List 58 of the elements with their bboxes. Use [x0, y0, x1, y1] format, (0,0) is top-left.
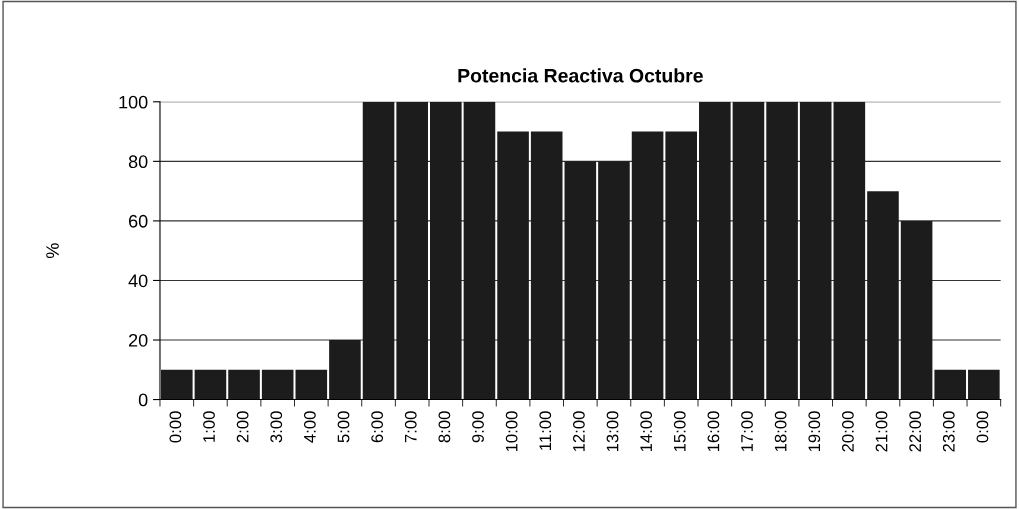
- bar: [362, 101, 395, 400]
- y-tick-label: 0: [138, 393, 148, 407]
- y-tick-label: 20: [129, 333, 148, 347]
- bar: [463, 101, 496, 400]
- chart-title: Potencia Reactiva Octubre: [458, 68, 703, 83]
- bar: [631, 131, 664, 400]
- bar: [665, 131, 698, 400]
- bar: [497, 131, 529, 400]
- x-tick-label: 2:00: [236, 411, 249, 443]
- bar: [766, 101, 798, 400]
- x-tick-label: 7:00: [404, 411, 417, 443]
- x-tick-label: 6:00: [371, 411, 384, 443]
- y-tick-label: 60: [129, 214, 148, 228]
- bar: [934, 369, 967, 400]
- bar: [564, 161, 597, 400]
- bar: [799, 101, 832, 400]
- x-tick-label: 11:00: [539, 411, 552, 450]
- x-tick-label: 8:00: [438, 411, 451, 443]
- x-tick-label: 18:00: [774, 411, 787, 452]
- bar: [228, 369, 260, 400]
- x-tick-label: 22:00: [909, 411, 922, 452]
- x-tick-label: 21:00: [875, 411, 888, 452]
- bar: [968, 369, 1000, 400]
- x-tick-label: 23:00: [942, 411, 955, 452]
- x-tick-label: 3:00: [270, 411, 283, 443]
- bar: [160, 369, 193, 400]
- x-tick-label: 19:00: [808, 411, 821, 452]
- bar: [329, 340, 361, 400]
- x-tick-label: 0:00: [169, 411, 182, 443]
- bar: [833, 101, 866, 400]
- bar: [699, 101, 731, 400]
- bar: [530, 131, 563, 400]
- y-axis-title: %: [46, 243, 59, 259]
- x-tick-label: 12:00: [572, 411, 585, 452]
- x-tick-label: 15:00: [673, 411, 686, 452]
- x-tick-label: 4:00: [303, 411, 316, 443]
- x-tick-label: 9:00: [472, 411, 484, 443]
- x-tick-label: 20:00: [842, 411, 854, 452]
- x-tick-label: 17:00: [741, 411, 753, 452]
- y-tick-label: 80: [128, 155, 148, 169]
- bar: [900, 220, 933, 400]
- x-tick-label: 5:00: [337, 411, 350, 443]
- bar: [261, 369, 294, 400]
- x-tick-label: 10:00: [505, 411, 518, 452]
- x-tick-label: 1:00: [203, 411, 215, 442]
- x-tick-label: 0:00: [976, 411, 989, 443]
- bar: [295, 369, 328, 400]
- x-tick-label: 16:00: [707, 411, 720, 452]
- bar: [732, 101, 765, 400]
- x-tick-label: 13:00: [606, 411, 619, 452]
- bar: [396, 101, 428, 400]
- y-tick-label: 40: [128, 274, 148, 288]
- bar: [194, 369, 227, 400]
- x-tick-label: 14:00: [640, 411, 653, 452]
- bar: [867, 191, 899, 400]
- bar: [598, 161, 630, 400]
- bar: [430, 101, 462, 400]
- y-tick-label: 100: [119, 95, 148, 109]
